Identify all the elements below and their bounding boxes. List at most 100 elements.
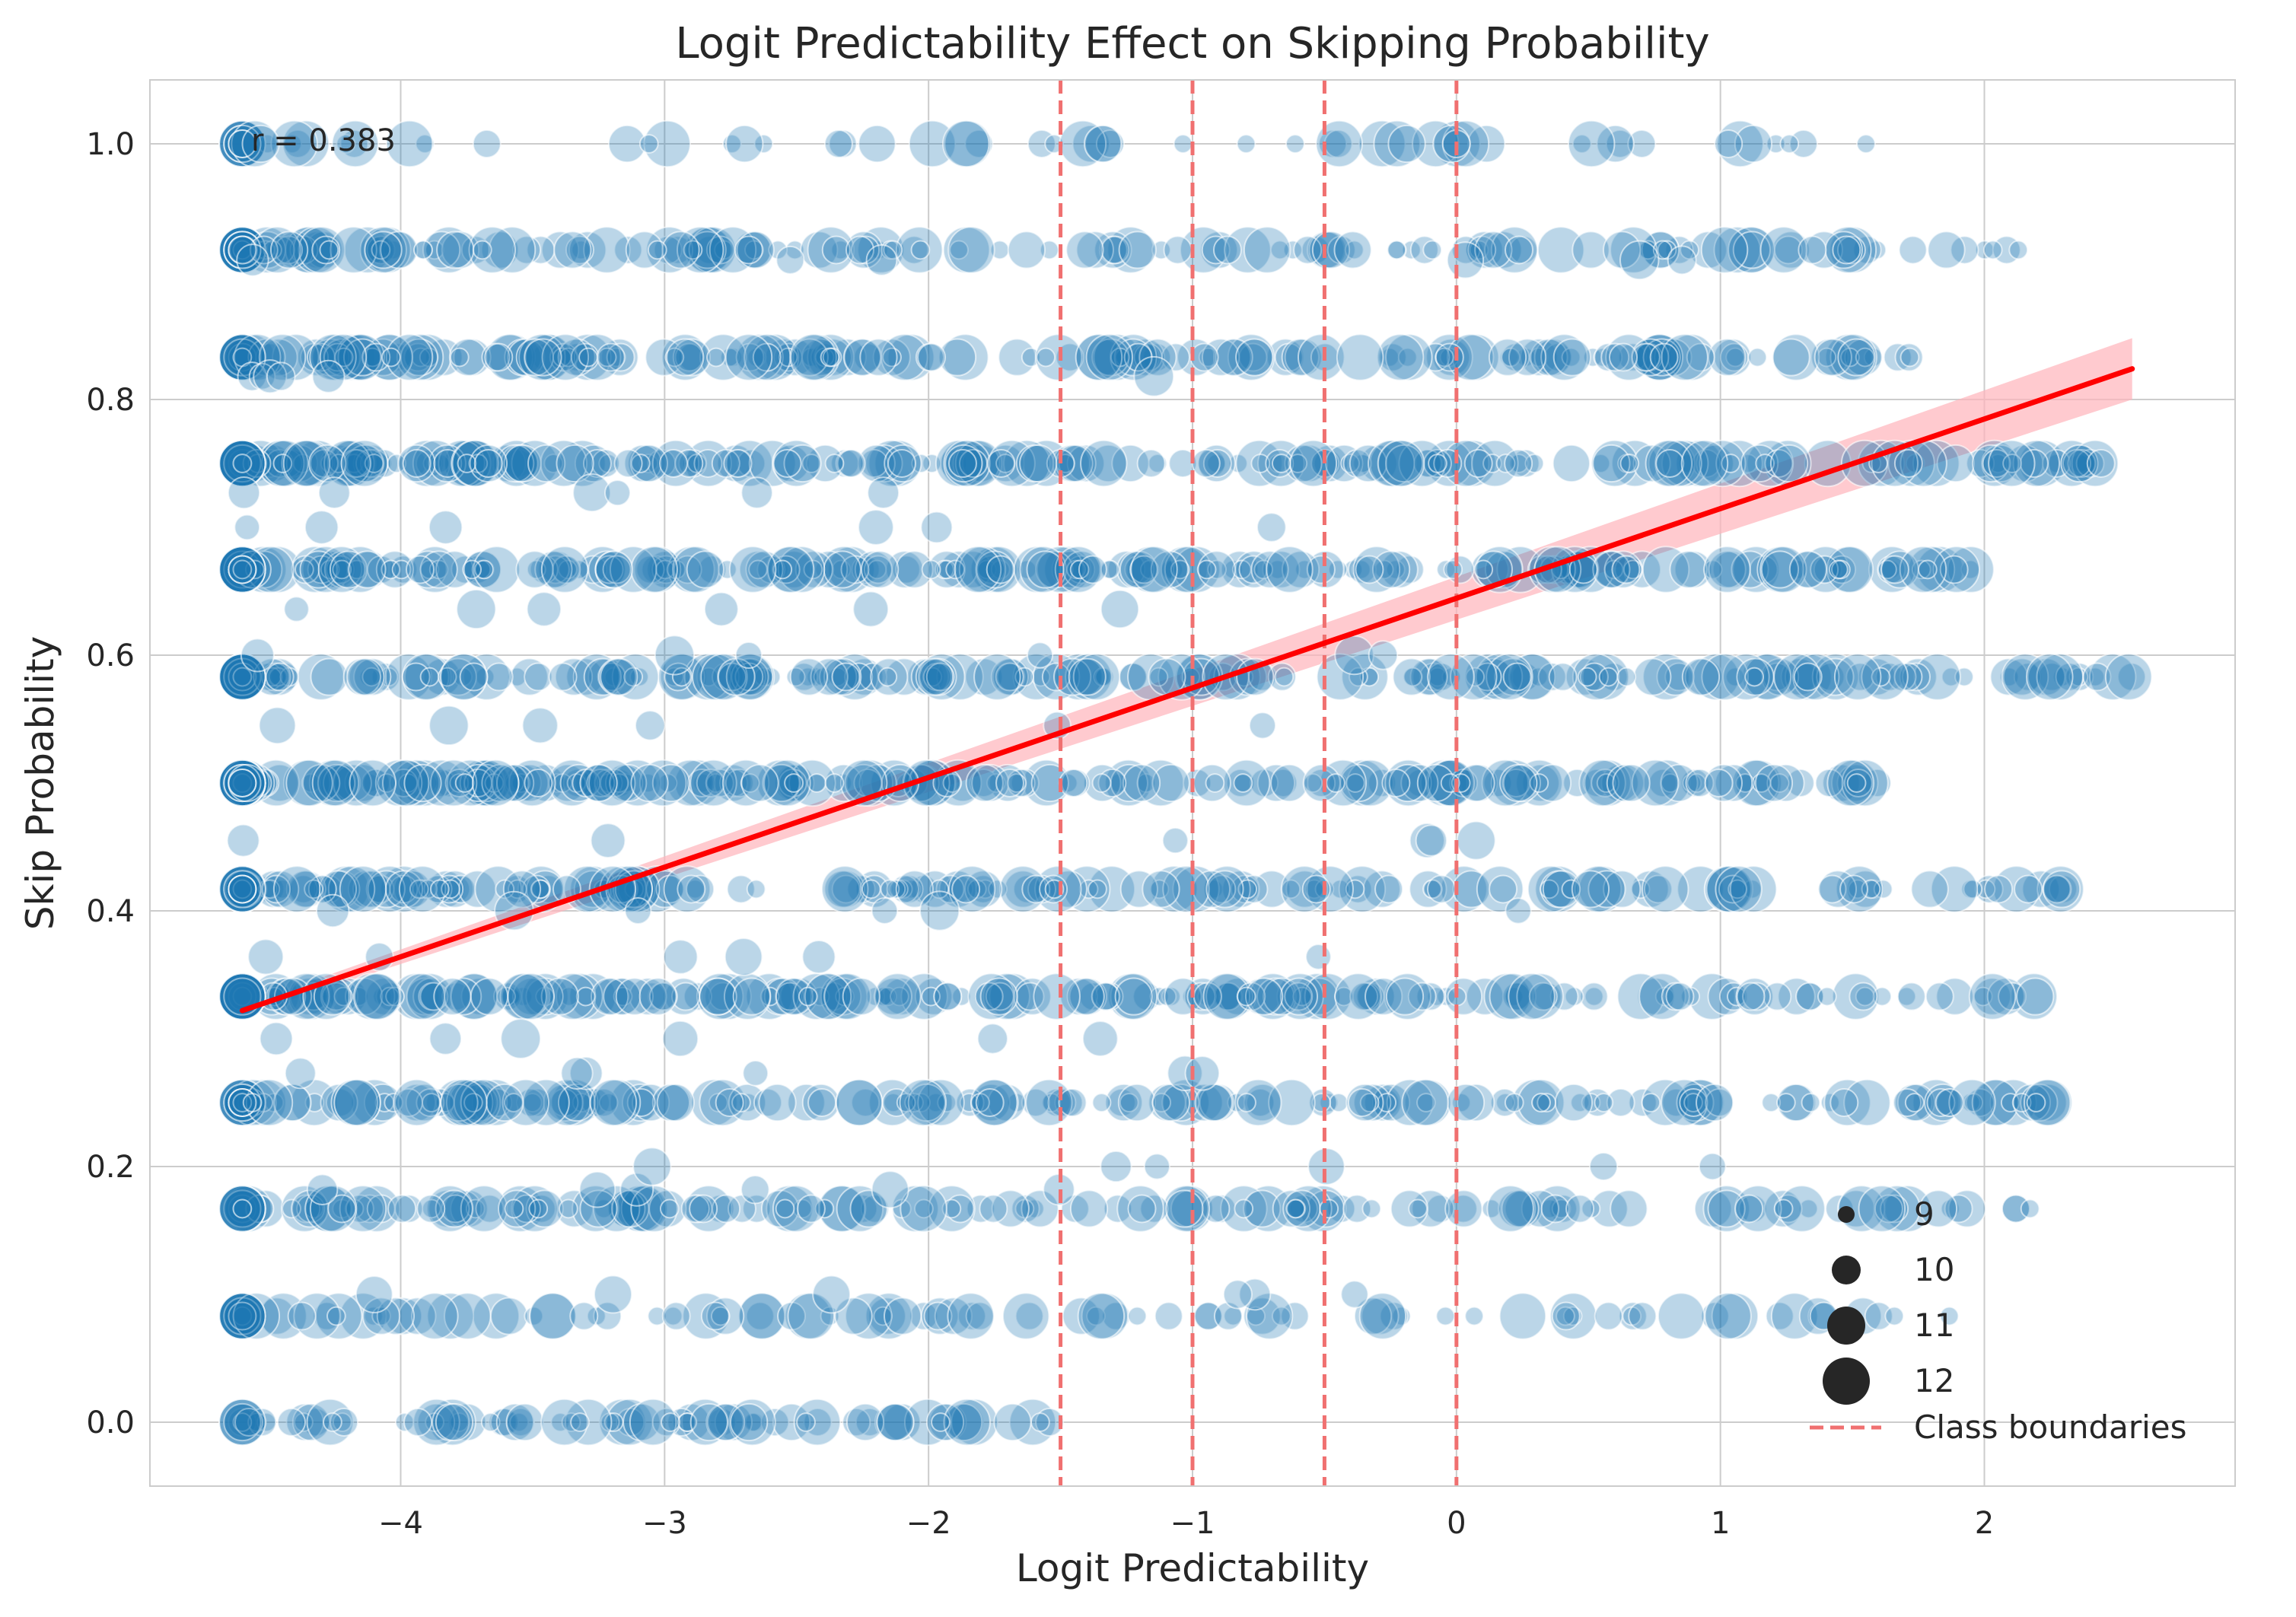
scatter-point: [403, 1408, 433, 1437]
scatter-point: [1233, 773, 1253, 793]
scatter-point: [1428, 454, 1447, 473]
scatter-point: [725, 124, 764, 164]
scatter-point: [730, 1402, 769, 1442]
scatter-point: [310, 657, 349, 696]
scatter-point: [1244, 1185, 1293, 1233]
scatter-point: [2020, 1198, 2040, 1219]
scatter-point: [1457, 1083, 1495, 1122]
scatter-point: [1387, 124, 1426, 164]
chart-title: Logit Predictability Effect on Skipping …: [675, 19, 1709, 68]
scatter-point: [745, 1301, 775, 1331]
scatter-point: [925, 1402, 965, 1442]
scatter-point: [947, 449, 977, 478]
scatter-point: [596, 342, 626, 372]
scatter-point: [1376, 333, 1425, 381]
scatter-point: [1002, 1292, 1050, 1340]
scatter-point: [903, 1398, 952, 1447]
scatter-point: [706, 347, 726, 368]
scatter-point: [1279, 977, 1319, 1016]
scatter-point: [923, 1301, 953, 1331]
scatter-point: [1236, 134, 1256, 154]
scatter-point: [1683, 1093, 1703, 1112]
scatter-point: [1435, 342, 1464, 372]
scatter-point: [402, 449, 431, 478]
scatter-point: [1773, 1198, 1794, 1219]
scatter-point: [1556, 1306, 1575, 1326]
scatter-point: [225, 1185, 272, 1233]
scatter-point: [915, 657, 954, 696]
scatter-point: [1100, 1150, 1132, 1183]
scatter-point: [820, 347, 840, 368]
scatter-point: [284, 1057, 317, 1090]
scatter-point: [1567, 119, 1616, 168]
scatter-point: [590, 823, 626, 859]
scatter-point: [706, 1402, 746, 1442]
scatter-point: [919, 890, 960, 931]
scatter-point: [1609, 342, 1638, 372]
scatter-point: [1326, 773, 1345, 793]
scatter-point: [845, 1292, 893, 1340]
scatter-point: [340, 439, 389, 488]
scatter-point: [242, 1093, 263, 1112]
scatter-point: [1858, 1185, 1906, 1233]
scatter-point: [746, 879, 766, 899]
scatter-point: [1361, 1198, 1382, 1219]
scatter-point: [227, 476, 261, 510]
scatter-point: [1081, 1020, 1119, 1057]
scatter-point: [1205, 773, 1225, 793]
scatter-point: [1681, 657, 1721, 696]
scatter-point: [1368, 640, 1399, 670]
scatter-point: [787, 1083, 826, 1122]
scatter-point: [1374, 874, 1404, 904]
scatter-point: [1772, 338, 1810, 377]
scatter-point: [1798, 235, 1827, 265]
scatter-point: [330, 1408, 359, 1437]
scatter-point: [1463, 449, 1493, 478]
scatter-point: [589, 1078, 638, 1127]
scatter-point: [979, 977, 1018, 1016]
scatter-point: [1026, 641, 1054, 669]
scatter-point: [470, 977, 509, 1016]
scatter-point: [943, 1398, 991, 1447]
scatter-point: [1426, 874, 1456, 904]
scatter-point: [524, 662, 553, 692]
scatter-point: [325, 1088, 355, 1117]
scatter-point: [403, 763, 442, 803]
scatter-point: [871, 897, 899, 925]
scatter-point: [526, 591, 562, 627]
scatter-point: [1776, 1093, 1796, 1112]
scatter-point: [1285, 1198, 1306, 1219]
scatter-point: [218, 1292, 266, 1340]
scatter-point: [578, 1170, 616, 1208]
scatter-point: [712, 1194, 741, 1224]
scatter-point: [603, 479, 631, 507]
scatter-point: [228, 769, 257, 797]
scatter-point: [1236, 986, 1256, 1007]
correlation-annotation: r = 0.383: [251, 123, 396, 158]
scatter-point: [858, 509, 894, 546]
x-tick-label: 0: [1447, 1506, 1466, 1541]
scatter-point: [1193, 1301, 1223, 1331]
scatter-point: [835, 1078, 884, 1127]
scatter-point: [1336, 333, 1384, 381]
scatter-point: [327, 1194, 357, 1224]
scatter-point: [459, 662, 489, 692]
scatter-point: [500, 1018, 542, 1059]
legend-boundary-label: Class boundaries: [1914, 1409, 2187, 1446]
scatter-point: [259, 1021, 294, 1056]
scatter-point: [1342, 1194, 1372, 1224]
scatter-point: [629, 1398, 677, 1447]
scatter-point: [699, 977, 737, 1016]
scatter-point: [234, 1301, 264, 1331]
scatter-point: [917, 342, 947, 372]
legend-size-marker: [1827, 1307, 1865, 1345]
scatter-point: [807, 1088, 837, 1117]
scatter-point: [1505, 235, 1534, 265]
scatter-point: [1379, 1301, 1409, 1331]
scatter-point: [1531, 1093, 1551, 1112]
scatter-point: [899, 1078, 947, 1127]
scatter-point: [272, 865, 321, 913]
scatter-point: [570, 1412, 590, 1432]
y-tick-label: 1.0: [86, 127, 135, 162]
scatter-point: [654, 635, 695, 676]
